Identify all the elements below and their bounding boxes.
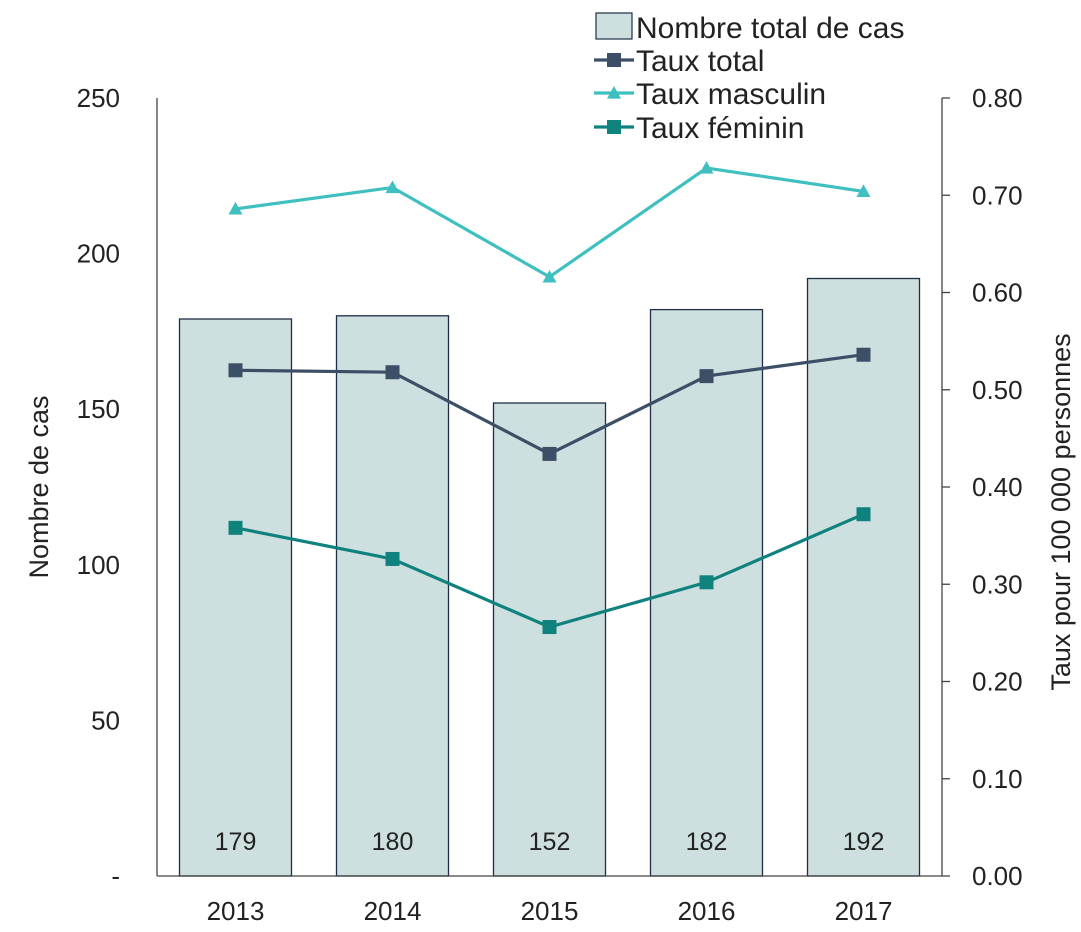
legend-label-line-0: Taux total [636, 45, 764, 78]
bar-value-label-2017: 192 [843, 828, 885, 856]
series-line-1 [235, 166, 864, 279]
point-0-2014 [385, 365, 400, 380]
legend-label-line-2: Taux féminin [636, 112, 804, 145]
y-left-tick-label: 150 [77, 394, 120, 424]
y-right-tick-label: 0.70 [972, 180, 1023, 210]
legend-swatch-marker-2 [607, 120, 621, 134]
point-2-2013 [228, 520, 243, 535]
y-left-tick-label: 50 [91, 705, 120, 735]
x-tick-label-2013: 2013 [207, 896, 265, 926]
y-left-tick-label: - [111, 861, 120, 891]
legend-swatch-marker-0 [607, 53, 621, 67]
bar-series [178, 277, 921, 877]
point-0-2015 [542, 446, 557, 461]
y-right-tick-label: 0.00 [972, 861, 1023, 891]
bar-value-label-2013: 179 [215, 828, 257, 856]
y-left-tick-label: 100 [77, 550, 120, 580]
y-right-tick-label: 0.50 [972, 375, 1023, 405]
point-2-2016 [699, 575, 714, 590]
point-1-2014 [385, 180, 400, 194]
axes: - 50 100 150 200 250 0.00 0.10 0.20 0.30 0.40 0.50 0… [77, 83, 1023, 926]
point-2-2014 [385, 551, 400, 566]
bar-value-label-2016: 182 [686, 828, 728, 856]
y-right-tick-label: 0.30 [972, 569, 1023, 599]
point-1-2017 [856, 184, 871, 197]
bar-2017 [806, 277, 921, 877]
bar-value-label-2014: 180 [372, 828, 414, 856]
point-2-2017 [856, 507, 871, 522]
y-right-tick-label: 0.40 [972, 472, 1023, 502]
y-left-tick-label: 200 [77, 239, 120, 269]
y-left-tick-label: 250 [77, 83, 120, 113]
y-right-tick-label: 0.10 [972, 764, 1023, 794]
line-series [228, 161, 871, 635]
series-taux-masculin [228, 161, 871, 283]
series-taux-féminin [228, 507, 871, 635]
legend-swatch-marker-1 [607, 86, 621, 99]
x-tick-label-2015: 2015 [521, 896, 579, 926]
bar-2013 [178, 318, 293, 877]
point-0-2016 [699, 369, 714, 384]
x-tick-label-2017: 2017 [835, 896, 893, 926]
y-left-axis-title: Nombre de cas [24, 395, 54, 578]
y-right-tick-label: 0.60 [972, 278, 1023, 308]
point-0-2017 [856, 347, 871, 362]
point-1-2016 [699, 161, 714, 174]
legend-label-line-1: Taux masculin [636, 78, 826, 111]
x-tick-label-2016: 2016 [678, 896, 736, 926]
y-right-tick-label: 0.20 [972, 667, 1023, 697]
legend-swatch-bar [595, 12, 633, 40]
bar-value-label-2015: 152 [529, 828, 571, 856]
x-tick-label-2014: 2014 [364, 896, 422, 926]
point-1-2013 [228, 201, 243, 215]
bar-2014 [335, 315, 450, 877]
series-taux-total [228, 347, 871, 461]
point-0-2013 [228, 363, 243, 378]
legend-label-bar: Nombre total de cas [636, 12, 904, 45]
bar-data-labels: 179 180 152 182 192 [215, 828, 885, 856]
y-right-axis-title: Taux pour 100 000 personnes [1046, 333, 1076, 690]
point-2-2015 [542, 620, 557, 635]
point-1-2015 [542, 269, 557, 283]
y-right-tick-label: 0.80 [972, 83, 1023, 113]
bar-2015 [492, 402, 607, 877]
